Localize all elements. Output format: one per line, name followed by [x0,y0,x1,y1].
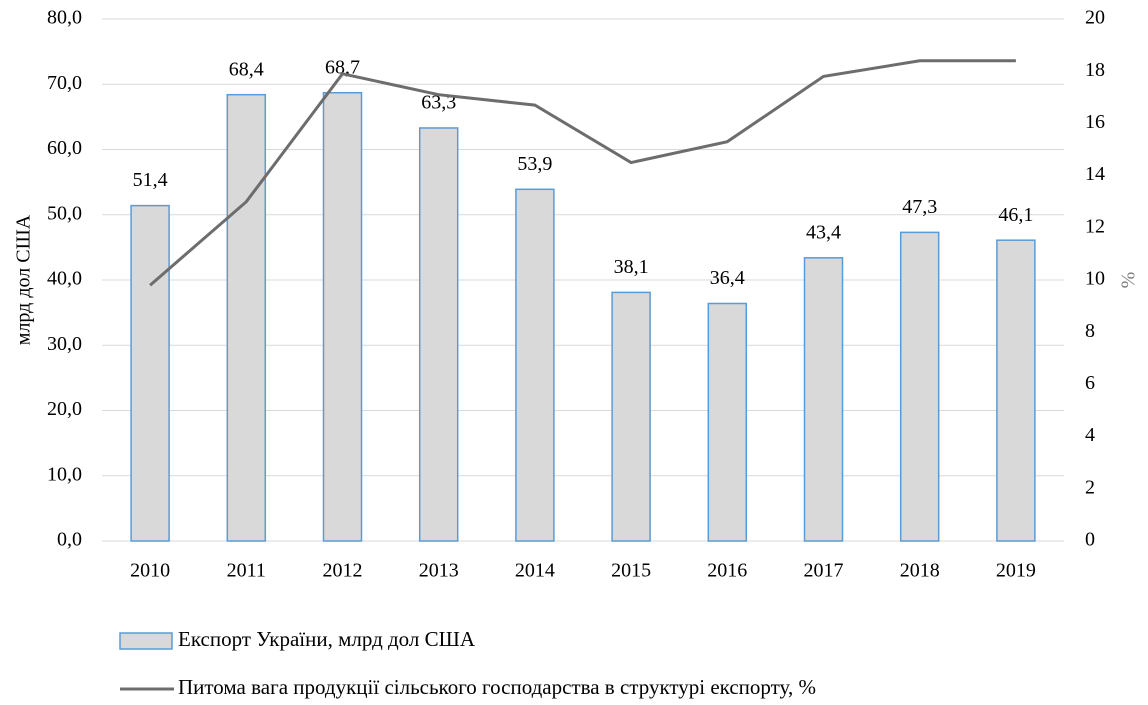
legend-label: Питома вага продукції сільського господа… [178,675,816,699]
y-axis-label: млрд дол США [13,214,35,345]
y-tick-label: 40,0 [47,268,82,290]
bar [611,291,651,542]
bar [226,93,267,542]
bar [899,231,940,542]
x-tick-label: 2019 [996,560,1036,582]
data-label: 68,4 [229,58,264,80]
data-label: 51,4 [133,169,168,191]
data-label: 38,1 [614,256,649,278]
x-tick-label: 2013 [419,560,459,582]
bar [130,204,170,542]
bar [418,127,459,542]
data-label: 43,4 [806,221,841,243]
y2-tick-label: 18 [1085,59,1105,81]
y2-tick-label: 20 [1085,7,1105,29]
y-tick-label: 70,0 [47,72,82,94]
x-tick-label: 2016 [707,560,747,582]
y-tick-label: 20,0 [47,398,82,420]
y2-tick-label: 12 [1085,215,1105,237]
y2-tick-label: 0 [1085,529,1095,551]
x-tick-label: 2015 [611,560,651,582]
legend-swatch [119,632,173,650]
x-tick-label: 2012 [323,560,363,582]
bar [707,302,748,542]
bar [803,257,844,542]
y-tick-label: 30,0 [47,333,82,355]
bar [322,91,363,542]
bar [515,188,555,542]
x-tick-label: 2014 [515,560,555,582]
y-tick-label: 50,0 [47,202,82,224]
y2-axis-label: % [1118,272,1140,289]
y-tick-label: 80,0 [47,7,82,29]
y2-tick-label: 2 [1085,476,1095,498]
y-tick-label: 0,0 [57,529,82,551]
y2-tick-label: 4 [1085,424,1095,446]
y2-tick-label: 16 [1085,111,1105,133]
data-label: 68,7 [325,56,360,78]
x-tick-label: 2017 [804,560,844,582]
y2-tick-label: 14 [1085,163,1105,185]
data-label: 46,1 [998,204,1033,226]
y2-tick-label: 8 [1085,320,1095,342]
y2-tick-label: 6 [1085,372,1095,394]
legend-label: Експорт України, млрд дол США [178,627,476,651]
y-tick-label: 10,0 [47,463,82,485]
x-tick-label: 2018 [900,560,940,582]
x-tick-label: 2010 [130,560,170,582]
x-tick-label: 2011 [227,560,266,582]
line-series [149,59,1016,287]
bar [996,239,1036,542]
data-label: 47,3 [902,196,937,218]
data-label: 53,9 [517,153,552,175]
data-label: 36,4 [710,267,745,289]
y2-tick-label: 10 [1085,268,1105,290]
y-tick-label: 60,0 [47,137,82,159]
